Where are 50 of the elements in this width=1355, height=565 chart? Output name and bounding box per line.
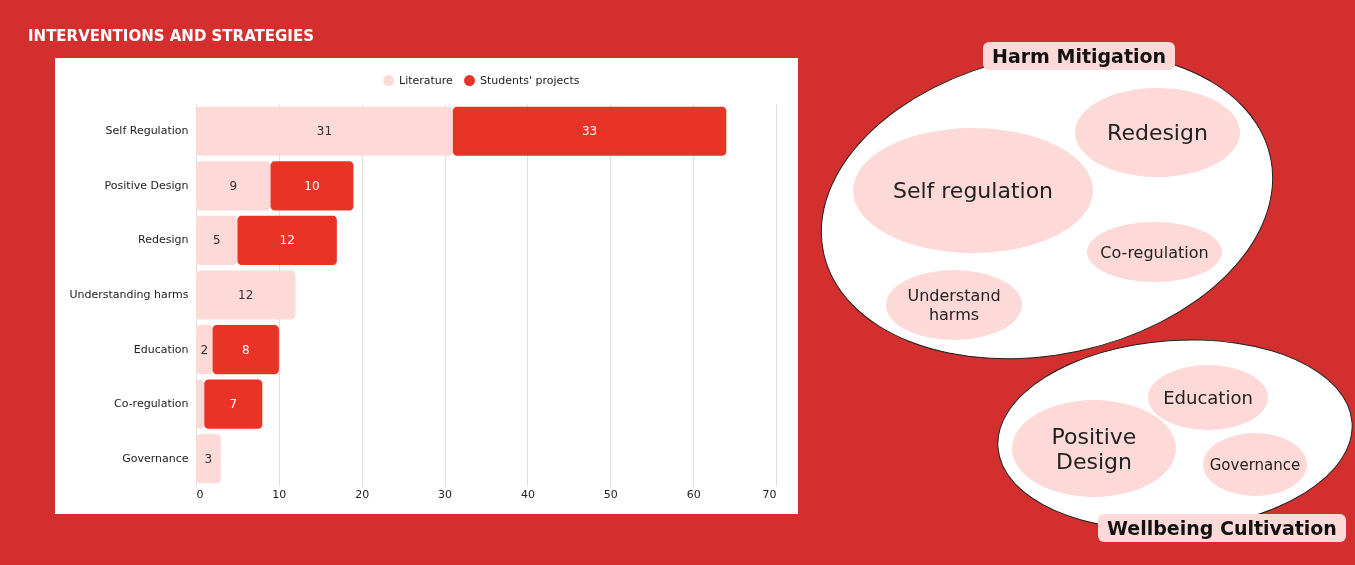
bar <box>452 106 727 156</box>
text: Understand harms <box>906 286 1002 324</box>
y-tick-label: Co-regulation <box>114 397 189 411</box>
x-tick-label: 40 <box>520 487 535 501</box>
legend-label: Students' projects <box>480 73 580 87</box>
bar <box>204 379 263 429</box>
bar <box>270 161 354 211</box>
text: Redesign <box>1107 120 1208 145</box>
text: Self regulation <box>892 178 1054 203</box>
x-tick-label: 30 <box>438 487 453 501</box>
bar <box>212 325 279 375</box>
x-tick-label: 70 <box>762 487 777 501</box>
text: Governance <box>1209 455 1301 474</box>
chart-title: INTERVENTIONS AND STRATEGIES <box>28 27 315 45</box>
data-label: 7 <box>229 397 238 412</box>
x-tick-label: 20 <box>355 487 370 501</box>
bar <box>196 434 221 484</box>
text: Wellbeing Cultivation <box>1098 514 1346 542</box>
data-label: 10 <box>304 178 320 193</box>
bar <box>196 270 296 320</box>
data-label: 5 <box>212 233 221 248</box>
x-tick-label: 60 <box>686 487 701 501</box>
text: Co-regulation <box>1100 242 1209 262</box>
data-label: 2 <box>200 342 209 357</box>
y-tick-label: Governance <box>122 451 189 465</box>
data-label: 9 <box>229 178 238 193</box>
bar <box>196 106 453 156</box>
legend-label: Literature <box>399 73 454 87</box>
y-tick-label: Education <box>133 342 189 356</box>
bar <box>196 325 213 375</box>
text: Harm Mitigation <box>983 42 1176 70</box>
text: Positive Design <box>1050 423 1138 474</box>
x-tick-label: 0 <box>196 487 204 501</box>
data-label: 12 <box>238 288 254 302</box>
x-tick-label: 50 <box>603 487 618 501</box>
text: Education <box>1163 387 1253 408</box>
bar <box>237 215 337 265</box>
data-label: 31 <box>316 124 333 139</box>
x-tick-label: 10 <box>272 487 287 501</box>
bar <box>196 379 205 429</box>
y-tick-label: Self Regulation <box>105 124 189 138</box>
y-tick-label: Understanding harms <box>69 288 189 301</box>
data-label: 8 <box>241 342 250 357</box>
bar <box>196 215 238 265</box>
data-label: 33 <box>581 124 598 139</box>
y-tick-label: Redesign <box>138 233 189 247</box>
data-label: 3 <box>204 451 213 466</box>
data-label: 12 <box>279 233 295 248</box>
bar <box>196 161 271 211</box>
y-tick-label: Positive Design <box>104 178 189 192</box>
